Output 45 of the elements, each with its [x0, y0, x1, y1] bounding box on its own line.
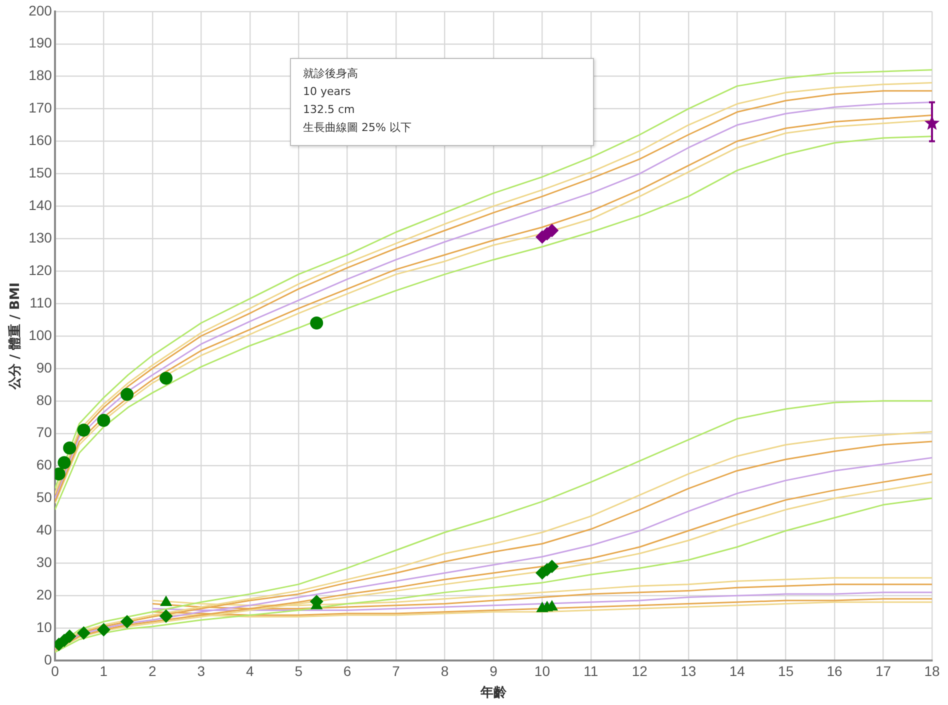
y-tick-label: 120	[28, 262, 52, 278]
y-tick-label: 170	[28, 100, 52, 116]
x-tick-label: 17	[875, 662, 892, 679]
x-tick-label: 2	[148, 662, 157, 679]
x-tick-label: 10	[534, 662, 550, 679]
x-tick-label: 7	[392, 662, 400, 679]
annotation: 10 years	[303, 84, 352, 100]
y-tick-label: 0	[44, 651, 52, 668]
y-tick-label: 200	[28, 2, 52, 18]
x-tick-label: 16	[826, 662, 843, 679]
annotation: 就診後身高	[303, 66, 359, 82]
y-tick-label: 20	[36, 586, 52, 603]
y-tick-label: 130	[28, 229, 52, 246]
x-tick-label: 8	[440, 662, 449, 679]
x-tick-label: 3	[197, 662, 206, 679]
x-tick-label: 6	[343, 662, 352, 679]
y-tick-label: 40	[36, 522, 52, 538]
y-tick-label: 80	[36, 392, 52, 408]
y-tick-label: 100	[28, 326, 52, 343]
y-tick-label: 160	[28, 132, 52, 148]
y-tick-label: 90	[36, 359, 52, 376]
y-tick-label: 60	[36, 456, 52, 473]
y-axis-title: 公分 / 體重 / BMI	[7, 282, 24, 391]
y-tick-label: 110	[30, 294, 52, 310]
x-tick-label: 5	[294, 662, 303, 679]
y-tick-label: 10	[36, 619, 52, 635]
x-axis-title: 年齡	[479, 686, 508, 701]
y-tick-label: 70	[36, 424, 52, 440]
y-tick-label: 140	[28, 197, 52, 214]
x-tick-label: 15	[778, 662, 794, 679]
x-tick-label: 9	[490, 662, 498, 679]
y-tick-label: 180	[28, 67, 52, 84]
y-tick-label: 30	[36, 554, 52, 570]
y-tick-label: 50	[36, 489, 52, 506]
annotation: 132.5 cm	[303, 102, 356, 118]
y-tick-label: 150	[28, 164, 52, 181]
annotation: 生長曲線圖 25% 以下	[303, 120, 412, 136]
y-tick-label: 190	[28, 34, 52, 51]
x-tick-label: 1	[100, 662, 108, 679]
x-tick-label: 12	[632, 662, 648, 679]
x-tick-label: 13	[680, 662, 696, 679]
x-tick-label: 4	[246, 662, 254, 679]
x-tick-label: 11	[584, 662, 598, 679]
x-tick-label: 18	[924, 662, 940, 679]
x-tick-label: 14	[729, 662, 746, 679]
